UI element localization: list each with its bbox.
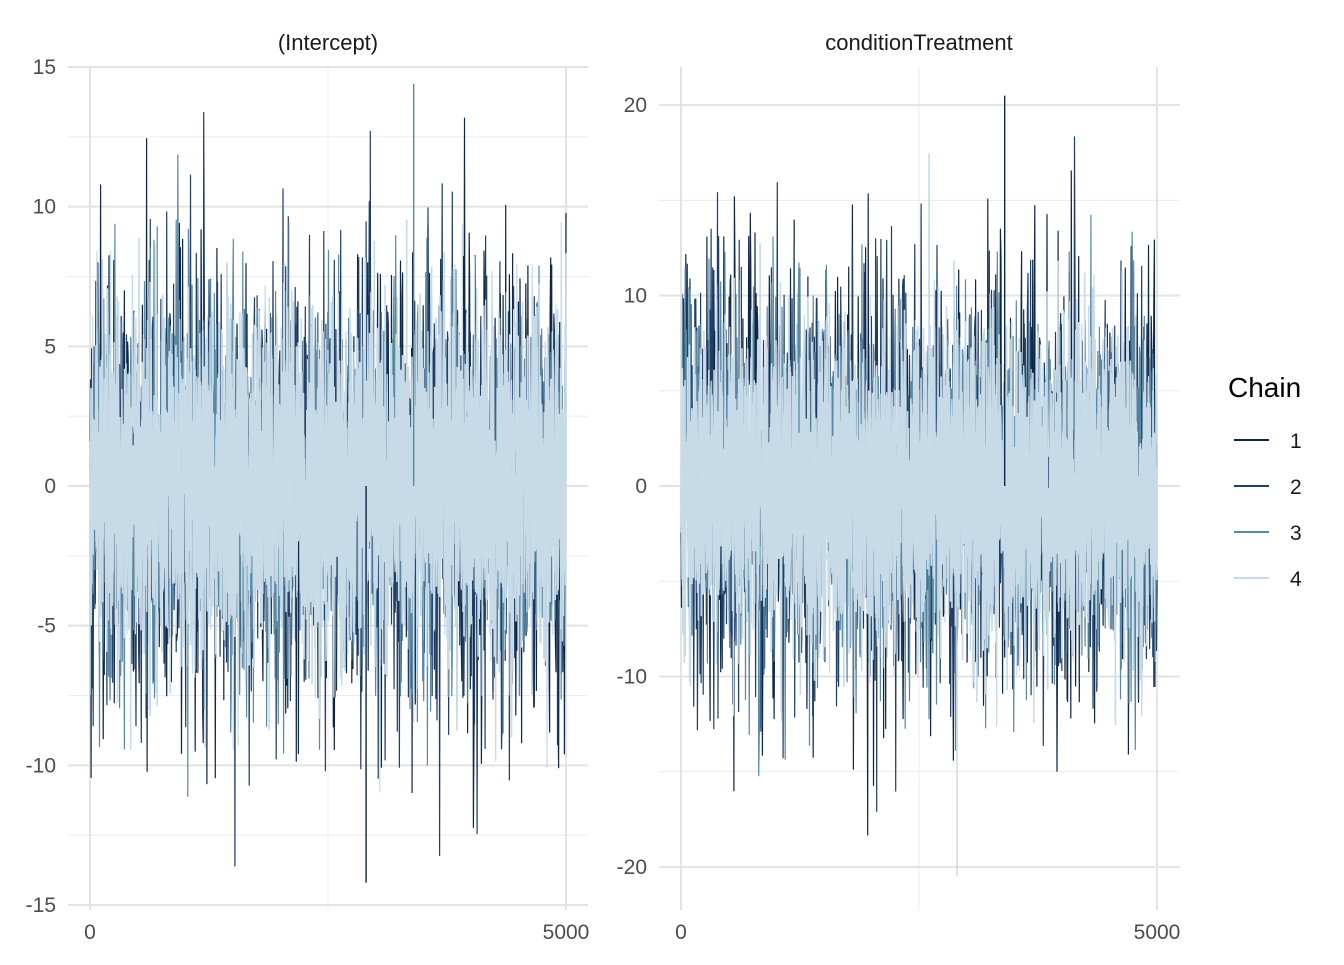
- y-tick-label: 0: [635, 475, 647, 498]
- y-tick-label: -10: [26, 754, 56, 777]
- y-tick-label: 10: [33, 196, 56, 219]
- y-tick-label: -10: [617, 665, 647, 688]
- legend-label-3: 3: [1290, 522, 1302, 545]
- y-tick-label: -5: [37, 615, 56, 638]
- y-tick-label: -20: [617, 856, 647, 879]
- panel-title: conditionTreatment: [825, 30, 1013, 55]
- panel-0: -15 -10 -5 0 5 10 15 0 5000 (Intercept): [26, 30, 590, 944]
- x-tick-label: 5000: [1134, 921, 1181, 944]
- legend-label-2: 2: [1290, 476, 1302, 499]
- x-tick-label: 0: [675, 921, 687, 944]
- legend-title: Chain: [1228, 372, 1301, 403]
- y-tick-label: 20: [624, 94, 647, 117]
- legend: Chain 1 2 3 4: [1228, 372, 1302, 591]
- panel-1: -20 -10 0 10 20 0 5000 conditionTreatment: [617, 30, 1181, 944]
- trace-series-4-dense: [89, 219, 567, 750]
- legend-label-4: 4: [1290, 568, 1302, 591]
- legend-label-1: 1: [1290, 430, 1302, 453]
- trace-series-4-dense: [680, 153, 1158, 726]
- y-tick-label: 0: [44, 475, 56, 498]
- x-tick-label: 5000: [543, 921, 590, 944]
- y-tick-label: 10: [624, 285, 647, 308]
- y-tick-label: 5: [44, 335, 56, 358]
- panel-title: (Intercept): [278, 30, 378, 55]
- x-tick-label: 0: [84, 921, 96, 944]
- y-tick-label: 15: [33, 56, 56, 79]
- y-tick-label: -15: [26, 894, 56, 917]
